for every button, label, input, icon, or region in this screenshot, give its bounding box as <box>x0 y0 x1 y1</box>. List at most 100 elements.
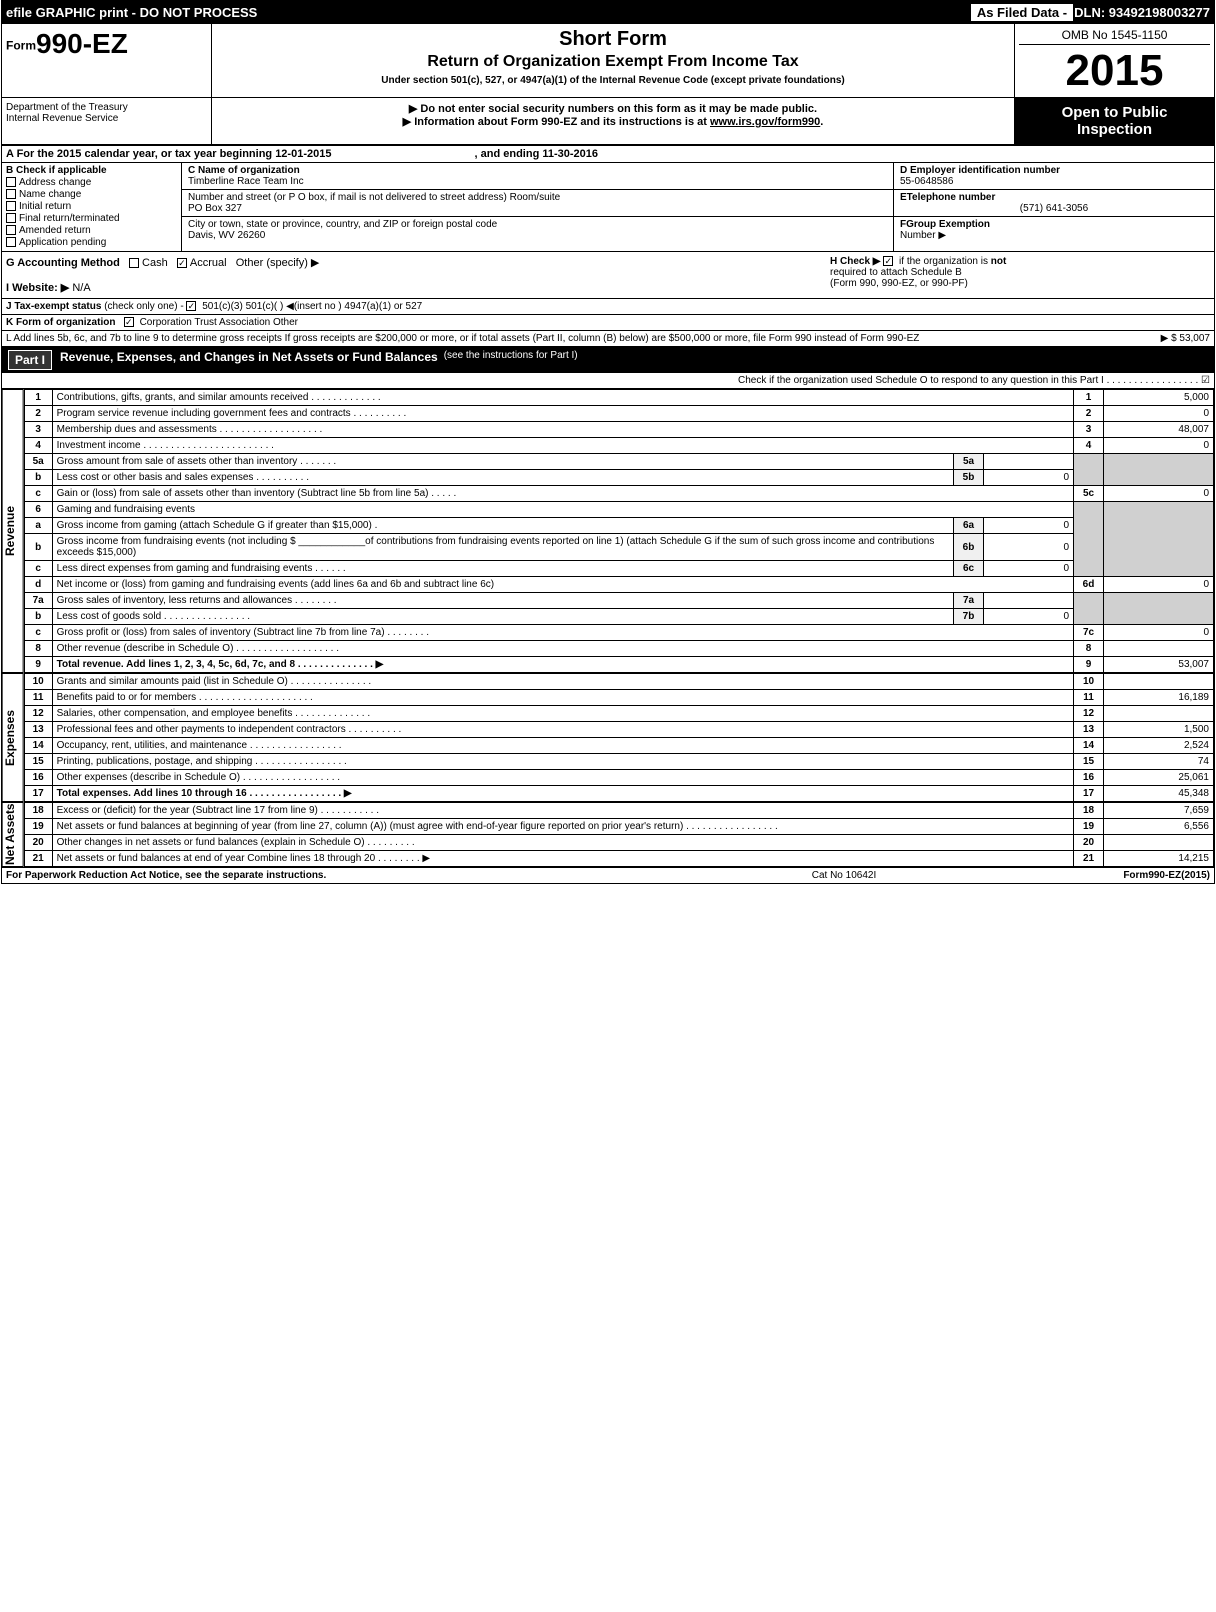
line-20: 20Other changes in net assets or fund ba… <box>24 835 1213 851</box>
j-label: J Tax-exempt status <box>6 301 101 312</box>
dept-center: ▶ Do not enter social security numbers o… <box>212 98 1014 144</box>
l-amt: ▶ $ 53,007 <box>1090 333 1210 344</box>
footer-right: Form990-EZ(2015) <box>1123 870 1210 881</box>
irs-link[interactable]: www.irs.gov/form990 <box>710 116 820 128</box>
form-title: Return of Organization Exempt From Incom… <box>220 53 1006 71</box>
netassets-table: 18Excess or (deficit) for the year (Subt… <box>24 802 1214 867</box>
col-b-label: B Check if applicable <box>6 165 107 176</box>
chk-address[interactable] <box>6 177 16 187</box>
chk-final[interactable] <box>6 213 16 223</box>
line-21: 21Net assets or fund balances at end of … <box>24 851 1213 867</box>
line-6a: aGross income from gaming (attach Schedu… <box>24 518 1213 534</box>
c-addr-lbl: Number and street (or P O box, if mail i… <box>188 192 560 203</box>
revenue-section: Revenue 1Contributions, gifts, grants, a… <box>2 389 1214 673</box>
col-def: D Employer identification number 55-0648… <box>894 163 1214 251</box>
row-k: K Form of organization ✓ Corporation Tru… <box>2 315 1214 331</box>
org-name: Timberline Race Team Inc <box>188 176 304 187</box>
row-a: A For the 2015 calendar year, or tax yea… <box>2 146 1214 163</box>
chk-accrual[interactable]: ✓ <box>177 258 187 268</box>
revenue-table: 1Contributions, gifts, grants, and simil… <box>24 389 1214 673</box>
row-a-label: A For the 2015 calendar year, or tax yea… <box>6 148 331 160</box>
line-18: 18Excess or (deficit) for the year (Subt… <box>24 803 1213 819</box>
chk-name[interactable] <box>6 189 16 199</box>
open-public-1: Open to Public <box>1021 104 1208 121</box>
bullet-2: ▶ Information about Form 990-EZ and its … <box>403 116 710 128</box>
line-4: 4Investment income . . . . . . . . . . .… <box>24 438 1213 454</box>
ein: 55-0648586 <box>900 176 953 187</box>
bullet-1: ▶ Do not enter social security numbers o… <box>220 102 1006 115</box>
line-7b: bLess cost of goods sold . . . . . . . .… <box>24 609 1213 625</box>
bullet-dot: . <box>820 116 823 128</box>
footer-center: Cat No 10642I <box>565 870 1124 881</box>
short-form-label: Short Form <box>220 28 1006 51</box>
c-name-lbl: C Name of organization <box>188 165 300 176</box>
h-label: H Check ▶ <box>830 256 880 267</box>
line-6b: bGross income from fundraising events (n… <box>24 534 1213 561</box>
chk-initial[interactable] <box>6 201 16 211</box>
chk-amended[interactable] <box>6 225 16 235</box>
form-number-box: Form990-EZ <box>2 24 212 97</box>
line-14: 14Occupancy, rent, utilities, and mainte… <box>24 738 1213 754</box>
irs-label: Internal Revenue Service <box>6 113 207 124</box>
e-lbl: ETelephone number <box>900 192 995 203</box>
line-7c: cGross profit or (loss) from sales of in… <box>24 625 1213 641</box>
org-addr: PO Box 327 <box>188 203 242 214</box>
dept-treasury: Department of the Treasury <box>6 102 207 113</box>
chk-cash[interactable] <box>129 258 139 268</box>
part-1-sub: (see the instructions for Part I) <box>444 350 578 370</box>
chk-corp[interactable]: ✓ <box>124 317 134 327</box>
line-10: 10Grants and similar amounts paid (list … <box>24 674 1213 690</box>
d-lbl: D Employer identification number <box>900 165 1060 176</box>
line-15: 15Printing, publications, postage, and s… <box>24 754 1213 770</box>
line-12: 12Salaries, other compensation, and empl… <box>24 706 1213 722</box>
form-prefix: Form <box>6 39 36 53</box>
phone: (571) 641-3056 <box>900 203 1208 214</box>
line-5a: 5aGross amount from sale of assets other… <box>24 454 1213 470</box>
dept-row: Department of the Treasury Internal Reve… <box>2 98 1214 146</box>
open-public-box: Open to Public Inspection <box>1014 98 1214 144</box>
footer-bar: For Paperwork Reduction Act Notice, see … <box>2 867 1214 883</box>
line-13: 13Professional fees and other payments t… <box>24 722 1213 738</box>
tax-year: 2015 <box>1019 49 1210 93</box>
dept-left: Department of the Treasury Internal Reve… <box>2 98 212 144</box>
col-c: C Name of organization Timberline Race T… <box>182 163 894 251</box>
gh-row: G Accounting Method Cash ✓Accrual Other … <box>2 252 1214 299</box>
footer-left: For Paperwork Reduction Act Notice, see … <box>6 870 565 881</box>
chk-pending[interactable] <box>6 237 16 247</box>
part-1-title: Revenue, Expenses, and Changes in Net As… <box>60 350 438 370</box>
part-1-label: Part I <box>8 350 52 370</box>
col-b: B Check if applicable Address change Nam… <box>2 163 182 251</box>
title-row: Form990-EZ Short Form Return of Organiza… <box>2 24 1214 98</box>
g-row: G Accounting Method Cash ✓Accrual Other … <box>6 256 830 294</box>
chk-h[interactable]: ✓ <box>883 256 893 266</box>
c-city-lbl: City or town, state or province, country… <box>188 219 497 230</box>
header-bar: efile GRAPHIC print - DO NOT PROCESS As … <box>2 1 1214 24</box>
expenses-vlabel: Expenses <box>2 673 24 802</box>
line-6d: dNet income or (loss) from gaming and fu… <box>24 577 1213 593</box>
f-lbl: FGroup Exemption <box>900 219 990 230</box>
line-7a: 7aGross sales of inventory, less returns… <box>24 593 1213 609</box>
row-j: J Tax-exempt status (check only one) - ✓… <box>2 299 1214 315</box>
expenses-section: Expenses 10Grants and similar amounts pa… <box>2 673 1214 802</box>
part-1-check: Check if the organization used Schedule … <box>2 373 1214 389</box>
chk-501c3[interactable]: ✓ <box>186 301 196 311</box>
as-filed-label: As Filed Data - <box>970 3 1074 22</box>
line-16: 16Other expenses (describe in Schedule O… <box>24 770 1213 786</box>
line-17: 17Total expenses. Add lines 10 through 1… <box>24 786 1213 802</box>
l-text: L Add lines 5b, 6c, and 7b to line 9 to … <box>6 333 1090 344</box>
form-number: 990-EZ <box>36 28 128 59</box>
netassets-section: Net Assets 18Excess or (deficit) for the… <box>2 802 1214 867</box>
expenses-table: 10Grants and similar amounts paid (list … <box>24 673 1214 802</box>
f-lbl2: Number ▶ <box>900 230 946 241</box>
row-l: L Add lines 5b, 6c, and 7b to line 9 to … <box>2 331 1214 347</box>
open-public-2: Inspection <box>1021 121 1208 138</box>
g-label: G Accounting Method <box>6 257 120 269</box>
website: N/A <box>72 282 90 294</box>
line-1: 1Contributions, gifts, grants, and simil… <box>24 390 1213 406</box>
line-5c: cGain or (loss) from sale of assets othe… <box>24 486 1213 502</box>
dln-label: DLN: 93492198003277 <box>1074 5 1210 20</box>
h-row: H Check ▶ ✓ if the organization is not r… <box>830 256 1210 294</box>
org-city: Davis, WV 26260 <box>188 230 265 241</box>
form-page: efile GRAPHIC print - DO NOT PROCESS As … <box>1 0 1215 884</box>
grid-bc: B Check if applicable Address change Nam… <box>2 163 1214 252</box>
